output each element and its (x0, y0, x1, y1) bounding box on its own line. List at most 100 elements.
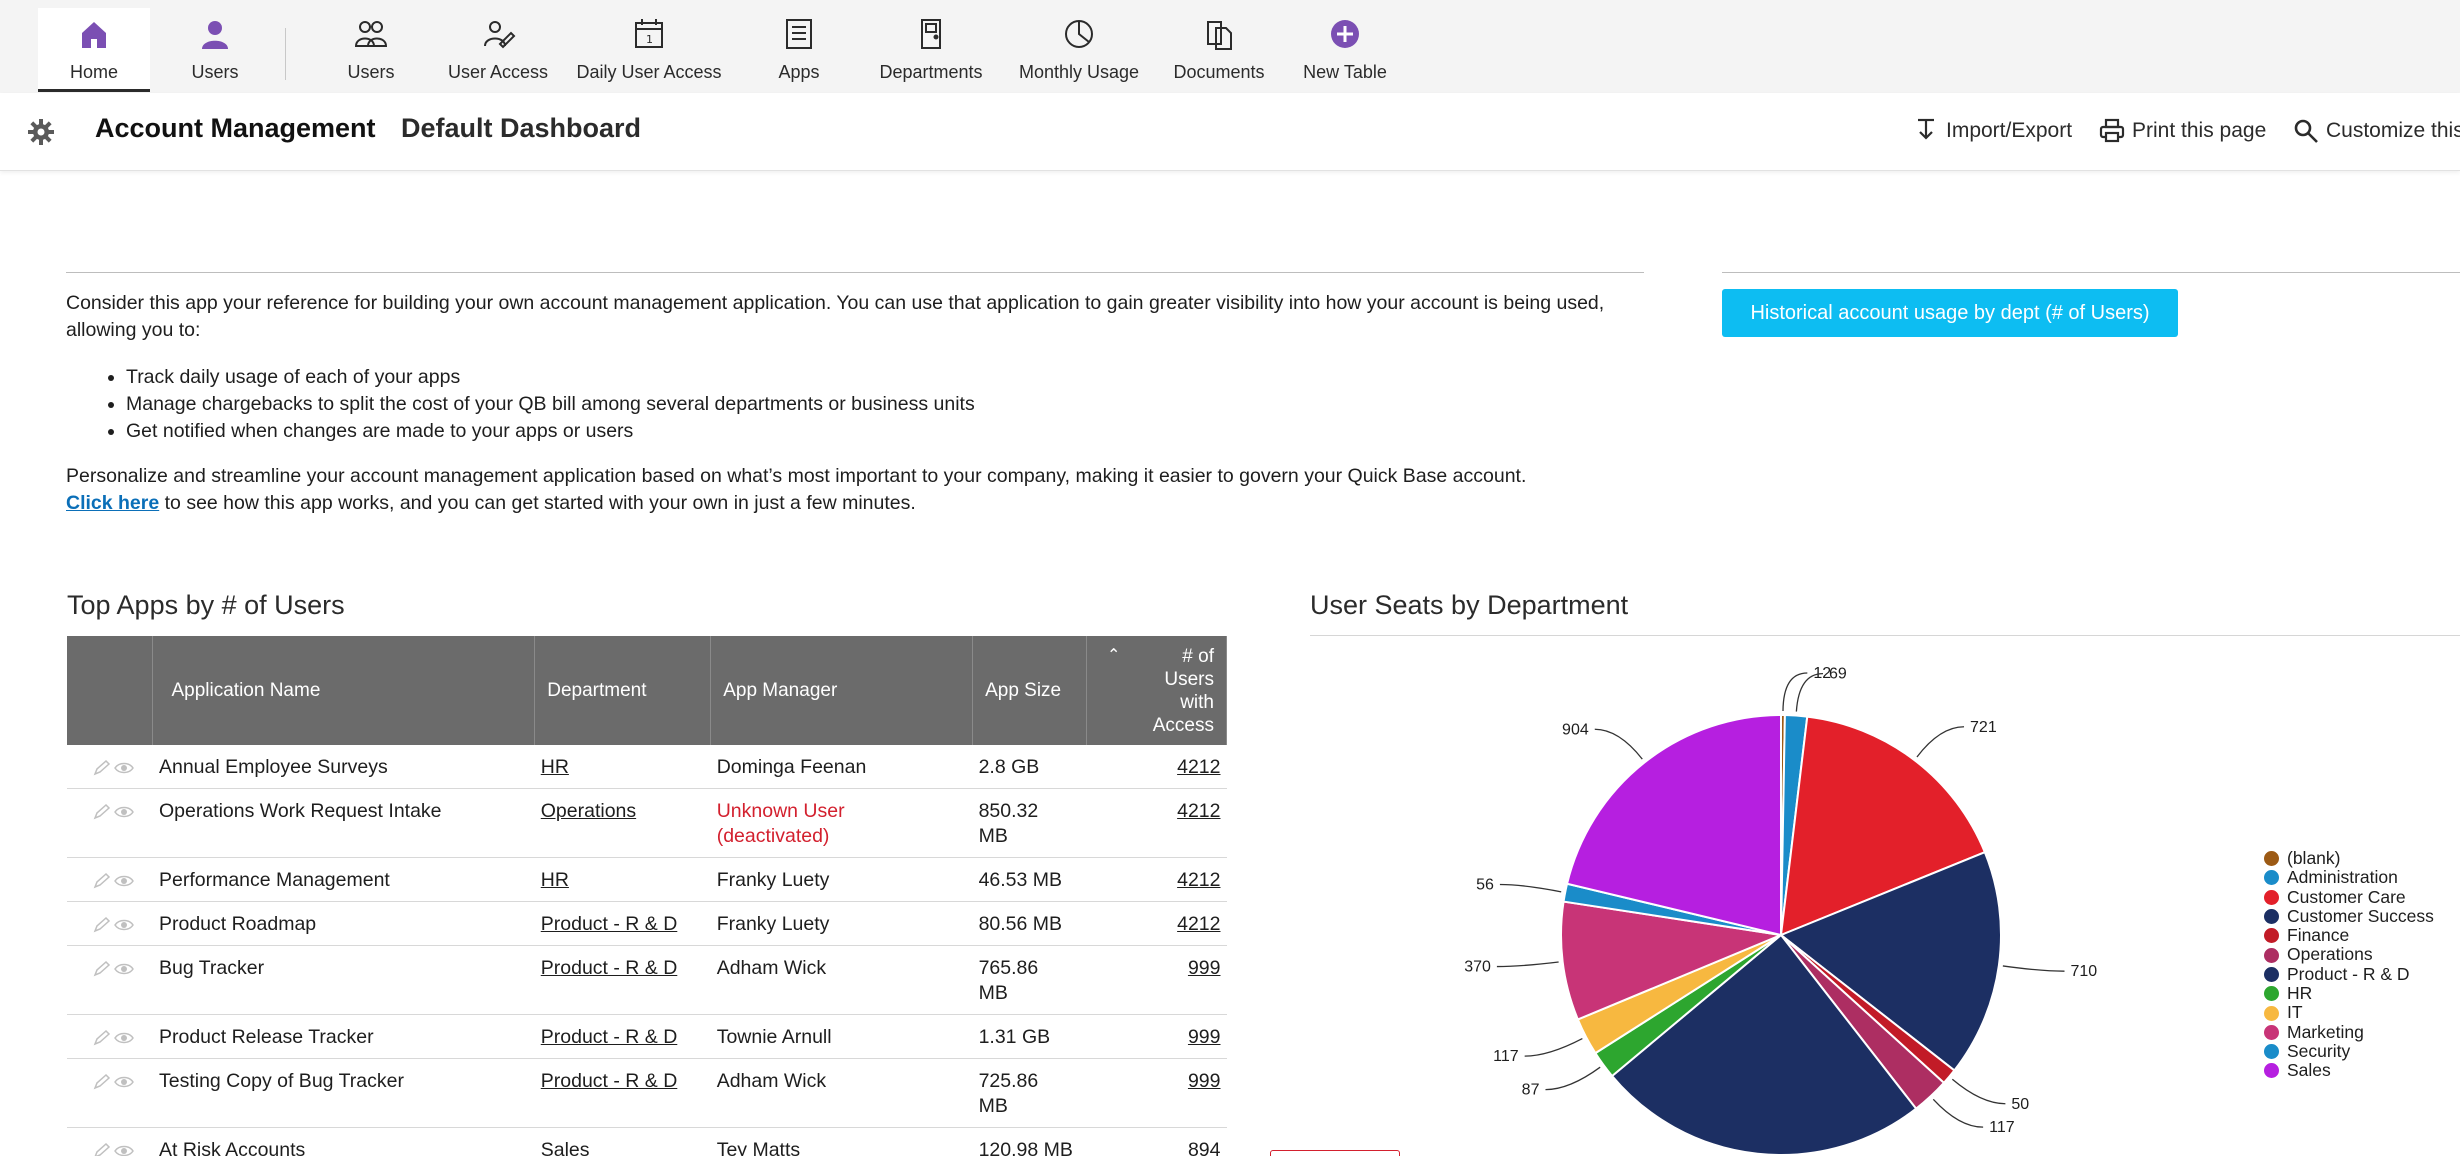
historical-usage-button[interactable]: Historical account usage by dept (# of U… (1722, 289, 2178, 337)
nav-departments[interactable]: Departments (872, 8, 990, 92)
cell-users: 4212 (1086, 788, 1227, 858)
table-row[interactable]: Product Release Tracker Product - R & D To… (67, 1014, 1227, 1059)
legend-label: Sales (2287, 1060, 2331, 1081)
users-count-link[interactable]: 4212 (1177, 913, 1221, 935)
nav-home[interactable]: Home (38, 8, 150, 92)
eye-icon[interactable] (113, 1073, 135, 1091)
table-row[interactable]: Annual Employee Surveys HR Dominga Feenan 2… (67, 745, 1227, 789)
legend-label: Customer Success (2287, 905, 2434, 926)
legend-item[interactable]: Finance (2264, 925, 2434, 945)
users-count-link[interactable]: 999 (1187, 1026, 1221, 1048)
eye-icon[interactable] (113, 960, 135, 978)
eye-icon[interactable] (113, 759, 135, 777)
legend-item[interactable]: Customer Care (2264, 887, 2434, 907)
department-link[interactable]: Product - R & D (540, 913, 678, 935)
legend-item[interactable]: HR (2264, 983, 2434, 1003)
app-title[interactable]: Account Management (95, 113, 376, 143)
department-link[interactable]: HR (540, 869, 569, 891)
users-count-link[interactable]: 4212 (1177, 800, 1221, 822)
eye-icon[interactable] (113, 916, 135, 934)
table-row[interactable]: At Risk Accounts Sales Tey Matts 120.98 MB 8… (67, 1127, 1227, 1156)
dashboard-title[interactable]: Default Dashboard (401, 113, 642, 143)
nav-new-table[interactable]: New Table (1294, 8, 1396, 92)
department-link[interactable]: Product - R & D (540, 1070, 678, 1092)
import-export-button[interactable]: Import/Export (1912, 113, 2072, 149)
eye-icon[interactable] (113, 1029, 135, 1047)
nav-apps[interactable]: Apps (754, 8, 844, 92)
pencil-icon[interactable] (91, 803, 113, 821)
table-row[interactable]: Operations Work Request Intake Operations… (67, 788, 1227, 858)
legend-item[interactable]: Product - R & D (2264, 964, 2434, 984)
users-col-line: # of (1182, 645, 1214, 667)
department-link[interactable]: HR (540, 756, 569, 778)
nav-users[interactable]: Users (320, 8, 422, 92)
table-row[interactable]: Product Roadmap Product - R & D Franky Lue… (67, 901, 1227, 946)
column-header-department[interactable]: Department (534, 636, 712, 745)
table-row[interactable]: Performance Management HR Franky Luety 46.5… (67, 857, 1227, 902)
users-count-link[interactable]: 999 (1187, 1070, 1221, 1092)
legend-item[interactable]: (blank) (2264, 848, 2434, 868)
nav-user-access[interactable]: User Access (442, 8, 554, 92)
pie-slice[interactable] (1565, 713, 1782, 937)
size-unit: MB (978, 825, 1008, 847)
department-link[interactable]: Product - R & D (540, 957, 678, 979)
nav-users-me[interactable]: Users (164, 8, 266, 92)
column-header-users[interactable]: ⌃ # of Users with Access (1086, 636, 1227, 745)
pie-data-label: 721 (1970, 719, 1997, 736)
column-header-app-size[interactable]: App Size (972, 636, 1088, 745)
table-row[interactable]: Testing Copy of Bug Tracker Product - R &… (67, 1058, 1227, 1128)
eye-icon[interactable] (113, 872, 135, 890)
nav-monthly-usage[interactable]: Monthly Usage (1012, 8, 1146, 92)
pencil-icon[interactable] (91, 1073, 113, 1091)
users-count-link[interactable]: 999 (1187, 957, 1221, 979)
pencil-icon[interactable] (91, 1029, 113, 1047)
pie-data-label: 117 (1989, 1119, 2015, 1136)
list-item: Manage chargebacks to split the cost of … (126, 391, 1646, 418)
gear-icon[interactable] (26, 117, 56, 147)
legend-label: Administration (2287, 867, 2398, 888)
nav-daily-user-access[interactable]: 1 Daily User Access (570, 8, 728, 92)
department-link[interactable]: Operations (540, 800, 637, 822)
partial-button[interactable] (1270, 1150, 1400, 1156)
eye-icon[interactable] (113, 803, 135, 821)
pencil-icon[interactable] (91, 759, 113, 777)
pencil-icon[interactable] (91, 960, 113, 978)
users-count-link[interactable]: 4212 (1177, 756, 1221, 778)
cell-application-name: Performance Management (152, 857, 535, 902)
click-here-link[interactable]: Click here (66, 492, 160, 514)
department-link[interactable]: Sales (540, 1139, 590, 1156)
pie-data-label: 710 (2070, 963, 2097, 980)
customize-button[interactable]: Customize this (2292, 113, 2460, 149)
pie-data-label: 370 (1464, 959, 1491, 976)
legend-item[interactable]: Security (2264, 1041, 2434, 1061)
legend-item[interactable]: Operations (2264, 945, 2434, 964)
row-actions (67, 901, 153, 946)
users-count-link[interactable]: 894 (1187, 1139, 1221, 1156)
department-link[interactable]: Product - R & D (540, 1026, 678, 1048)
legend-item[interactable]: Sales (2264, 1060, 2434, 1081)
manager-name: Tey Matts (716, 1139, 801, 1156)
size-value: 1.31 GB (978, 1026, 1051, 1048)
pie-slice[interactable] (1779, 850, 2002, 1072)
legend-item[interactable]: Administration (2264, 867, 2434, 888)
pencil-icon[interactable] (91, 916, 113, 934)
pie-slice[interactable] (1560, 900, 1785, 1021)
nav-documents[interactable]: Documents (1166, 8, 1272, 92)
column-header-app-manager[interactable]: App Manager (710, 636, 974, 745)
table-row[interactable]: Bug Tracker Product - R & D Adham Wick 765.… (67, 945, 1227, 1015)
legend-item[interactable]: Customer Success (2264, 905, 2434, 926)
eye-icon[interactable] (113, 1142, 135, 1156)
legend-item[interactable]: IT (2264, 1003, 2434, 1022)
print-button[interactable]: Print this page (2098, 113, 2266, 149)
pie-slice[interactable] (1610, 933, 1918, 1156)
cell-app-size: 2.8 GB (972, 745, 1087, 789)
column-header-application-name[interactable]: Application Name (152, 636, 536, 745)
pencil-icon[interactable] (91, 1142, 113, 1156)
cell-app-manager: Unknown User (deactivated) (710, 788, 973, 858)
pencil-icon[interactable] (91, 872, 113, 890)
pie-slice[interactable] (1779, 715, 1987, 937)
cell-department: Product - R & D (534, 1014, 711, 1059)
users-count-link[interactable]: 4212 (1177, 869, 1221, 891)
legend-item[interactable]: Marketing (2264, 1022, 2434, 1042)
size-value: 765.86 (978, 957, 1039, 979)
